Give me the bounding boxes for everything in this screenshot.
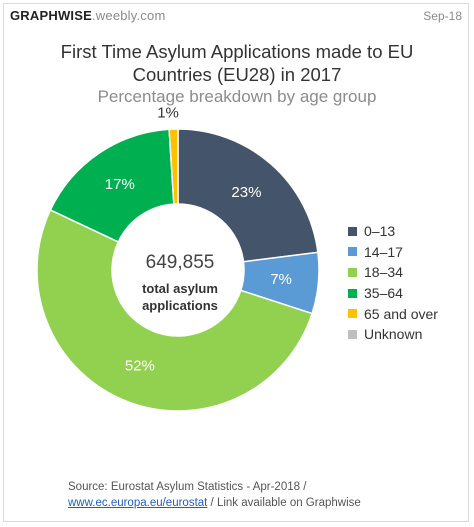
legend-label: Unknown (364, 326, 423, 343)
slice-65-and-over (168, 128, 179, 205)
chart-title-line-2: Countries (EU28) in 2017 (132, 64, 342, 85)
legend-item-35-64: 35–64 (348, 283, 438, 304)
source-line-2: www.ec.europa.eu/eurostat / Link availab… (68, 495, 361, 511)
slice-label-18-34: 52% (125, 358, 155, 375)
legend-swatch (348, 226, 357, 236)
brand-logo[interactable]: GRAPHWISE.weebly.com (10, 8, 165, 23)
source-line-1: Source: Eurostat Asylum Statistics - Apr… (68, 481, 307, 493)
legend-item-14-17: 14–17 (348, 242, 438, 263)
brand-domain: .weebly.com (91, 8, 166, 23)
legend-swatch (348, 309, 357, 319)
legend-label: 0–13 (364, 223, 396, 240)
legend-item-18-34: 18–34 (348, 262, 438, 283)
chart-legend: 0–13 14–17 18–34 35–64 65 and over Unknown (348, 221, 438, 345)
legend-label: 14–17 (364, 243, 403, 260)
legend-item-unknown: Unknown (348, 324, 438, 345)
legend-swatch (348, 247, 357, 257)
slice-18-34 (36, 208, 314, 412)
date-tag: Sep-18 (423, 9, 462, 23)
slice-label-0-13: 23% (231, 184, 261, 201)
source-link[interactable]: www.ec.europa.eu/eurostat (68, 497, 208, 509)
legend-label: 35–64 (364, 285, 403, 302)
chart-title-line-1: First Time Asylum Applications made to E… (60, 41, 414, 62)
total-applications-label: total asylum applications (118, 280, 242, 314)
chart-subtitle: Percentage breakdown by age group (97, 87, 377, 106)
center-label-line-2: applications (142, 298, 218, 313)
slice-label-14-17: 7% (270, 271, 292, 288)
brand-name: GRAPHWISE (10, 8, 92, 23)
source-line-2-text: / Link available on Graphwise (207, 497, 361, 509)
slice-label-35-64: 17% (105, 176, 135, 193)
slice-35-64 (49, 128, 175, 243)
slice-0-13 (177, 128, 319, 263)
slice-label-65-and-over: 1% (157, 105, 179, 122)
legend-swatch (348, 267, 357, 277)
legend-item-65-and-over: 65 and over (348, 303, 438, 324)
legend-label: 65 and over (364, 305, 438, 322)
legend-label: 18–34 (364, 264, 403, 281)
center-label-line-1: total asylum (142, 281, 218, 296)
total-applications-value: 649,855 (145, 252, 215, 273)
legend-swatch (348, 329, 357, 339)
source-note: Source: Eurostat Asylum Statistics - Apr… (68, 479, 361, 511)
legend-swatch (348, 288, 357, 298)
legend-item-0-13: 0–13 (348, 221, 438, 242)
